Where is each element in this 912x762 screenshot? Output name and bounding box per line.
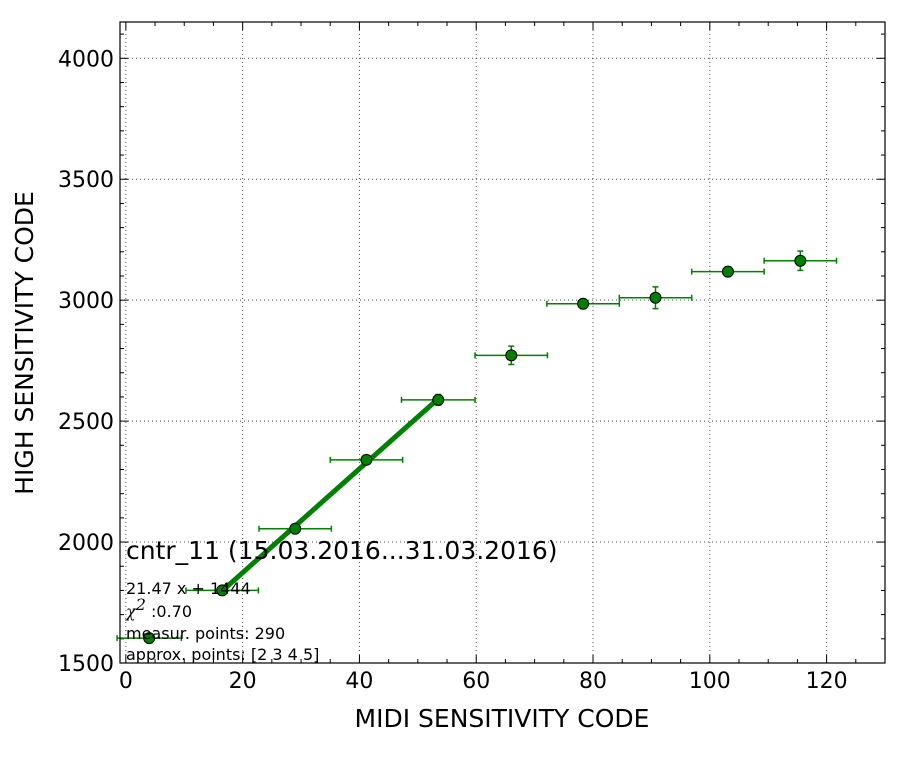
annotation-title: cntr_11 (15.03.2016...31.03.2016) [126,536,558,565]
chi2-value: :0.70 [146,602,192,621]
x-tick-label: 40 [345,669,373,694]
fit-line [220,396,440,593]
markers [143,254,807,645]
y-tick-label: 4000 [58,47,114,72]
annotation-measured-points: measur. points: 290 [126,624,285,643]
x-tick-label: 0 [119,669,133,694]
y-tick-label: 2000 [58,531,114,556]
data-point [360,453,373,466]
data-point [216,584,229,597]
x-tick-label: 20 [229,669,257,694]
y-axis-title: HIGH SENSITIVITY CODE [10,191,39,495]
x-tick-label: 80 [579,669,607,694]
annotation-approx-points: approx. points: [2 3 4 5] [126,645,319,664]
x-tick-label: 120 [806,669,848,694]
plot-frame [119,21,886,664]
y-tick-label: 1500 [58,652,114,677]
x-axis-title: MIDI SENSITIVITY CODE [355,704,650,733]
chi2-exponent: 2 [135,595,146,614]
x-tick-labels: 0 20 40 60 80 100 120 [119,669,848,694]
data-point [649,291,662,304]
data-point [143,632,156,645]
y-tick-label: 3000 [58,289,114,314]
y-tick-label: 2500 [58,410,114,435]
major-ticks [120,22,885,664]
annotation-equation: 21.47 x + 1444 [126,579,251,598]
y-tick-label: 3500 [58,168,114,193]
data-point [505,349,518,362]
data-point [577,297,590,310]
x-tick-label: 60 [462,669,490,694]
plot-background [120,22,885,663]
fit-line-group [220,396,440,593]
chi2-symbol: χ [125,602,137,621]
y-tick-labels: 1500 2000 2500 3000 3500 4000 [58,47,114,677]
x-tick-label: 100 [689,669,731,694]
data-point [289,522,302,535]
data-point [432,393,445,406]
minor-ticks [120,22,886,663]
annotation-chi2: χ2 :0.70 [125,595,192,621]
data-point [794,254,807,267]
data-point [721,265,734,278]
grid [120,22,885,663]
